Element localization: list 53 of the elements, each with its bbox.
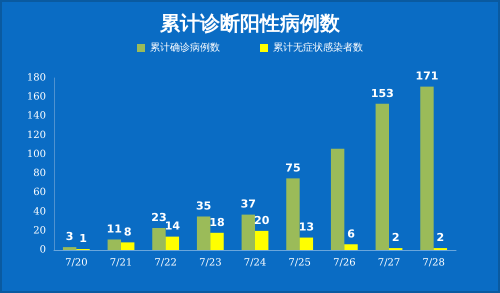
bar (344, 244, 358, 250)
bar (62, 247, 76, 250)
legend-label: 累计无症状感染者数 (273, 42, 363, 54)
x-tick-label: 7/21 (110, 258, 132, 268)
y-tick-label: 120 (26, 130, 46, 141)
y-tick-label: 40 (33, 206, 46, 218)
x-tick-label: 7/23 (199, 258, 222, 268)
data-label: 18 (209, 216, 225, 229)
data-label: 37 (240, 198, 256, 211)
data-label: 6 (347, 227, 356, 240)
legend-label: 累计确诊病例数 (150, 42, 220, 54)
x-tick-label: 7/22 (154, 258, 177, 268)
x-tick-label: 7/24 (244, 258, 266, 268)
bar (286, 178, 300, 250)
data-label: 153 (370, 86, 394, 100)
bar (210, 232, 224, 250)
bar (242, 214, 255, 250)
y-tick-label: 0 (40, 244, 46, 256)
x-tick-label: 7/25 (288, 258, 311, 268)
data-label: 75 (285, 161, 301, 174)
data-label: 14 (164, 220, 180, 233)
bar (255, 230, 268, 250)
data-label: 8 (124, 225, 132, 238)
data-label: 171 (415, 70, 438, 83)
y-tick-label: 160 (26, 92, 46, 103)
y-tick-label: 20 (33, 225, 46, 236)
bar (166, 236, 180, 250)
y-tick-label: 100 (26, 148, 46, 160)
chart-title: 累计诊断阳性病例数 (159, 11, 341, 35)
x-tick-label: 7/20 (65, 258, 88, 268)
y-tick-label: 80 (33, 168, 46, 180)
bar (420, 86, 434, 250)
bar (108, 239, 121, 250)
data-label: 3 (66, 230, 74, 244)
bar (376, 104, 389, 250)
bar (152, 228, 166, 250)
data-label: 35 (196, 200, 212, 213)
x-tick-label: 7/27 (378, 258, 400, 268)
data-label: 1 (79, 232, 87, 246)
y-tick-label: 180 (26, 72, 46, 84)
y-tick-label: 60 (33, 187, 46, 198)
bar (121, 242, 134, 250)
x-tick-label: 7/26 (333, 258, 356, 268)
bar (196, 216, 210, 250)
data-label: 23 (151, 211, 167, 224)
x-tick-label: 7/28 (422, 258, 445, 268)
bar (330, 148, 344, 250)
data-label: 2 (392, 231, 400, 244)
data-label: 13 (298, 220, 314, 234)
y-tick-label: 140 (26, 110, 46, 122)
data-label: 2 (436, 231, 444, 244)
data-label: 11 (106, 222, 122, 236)
bar (300, 238, 314, 250)
